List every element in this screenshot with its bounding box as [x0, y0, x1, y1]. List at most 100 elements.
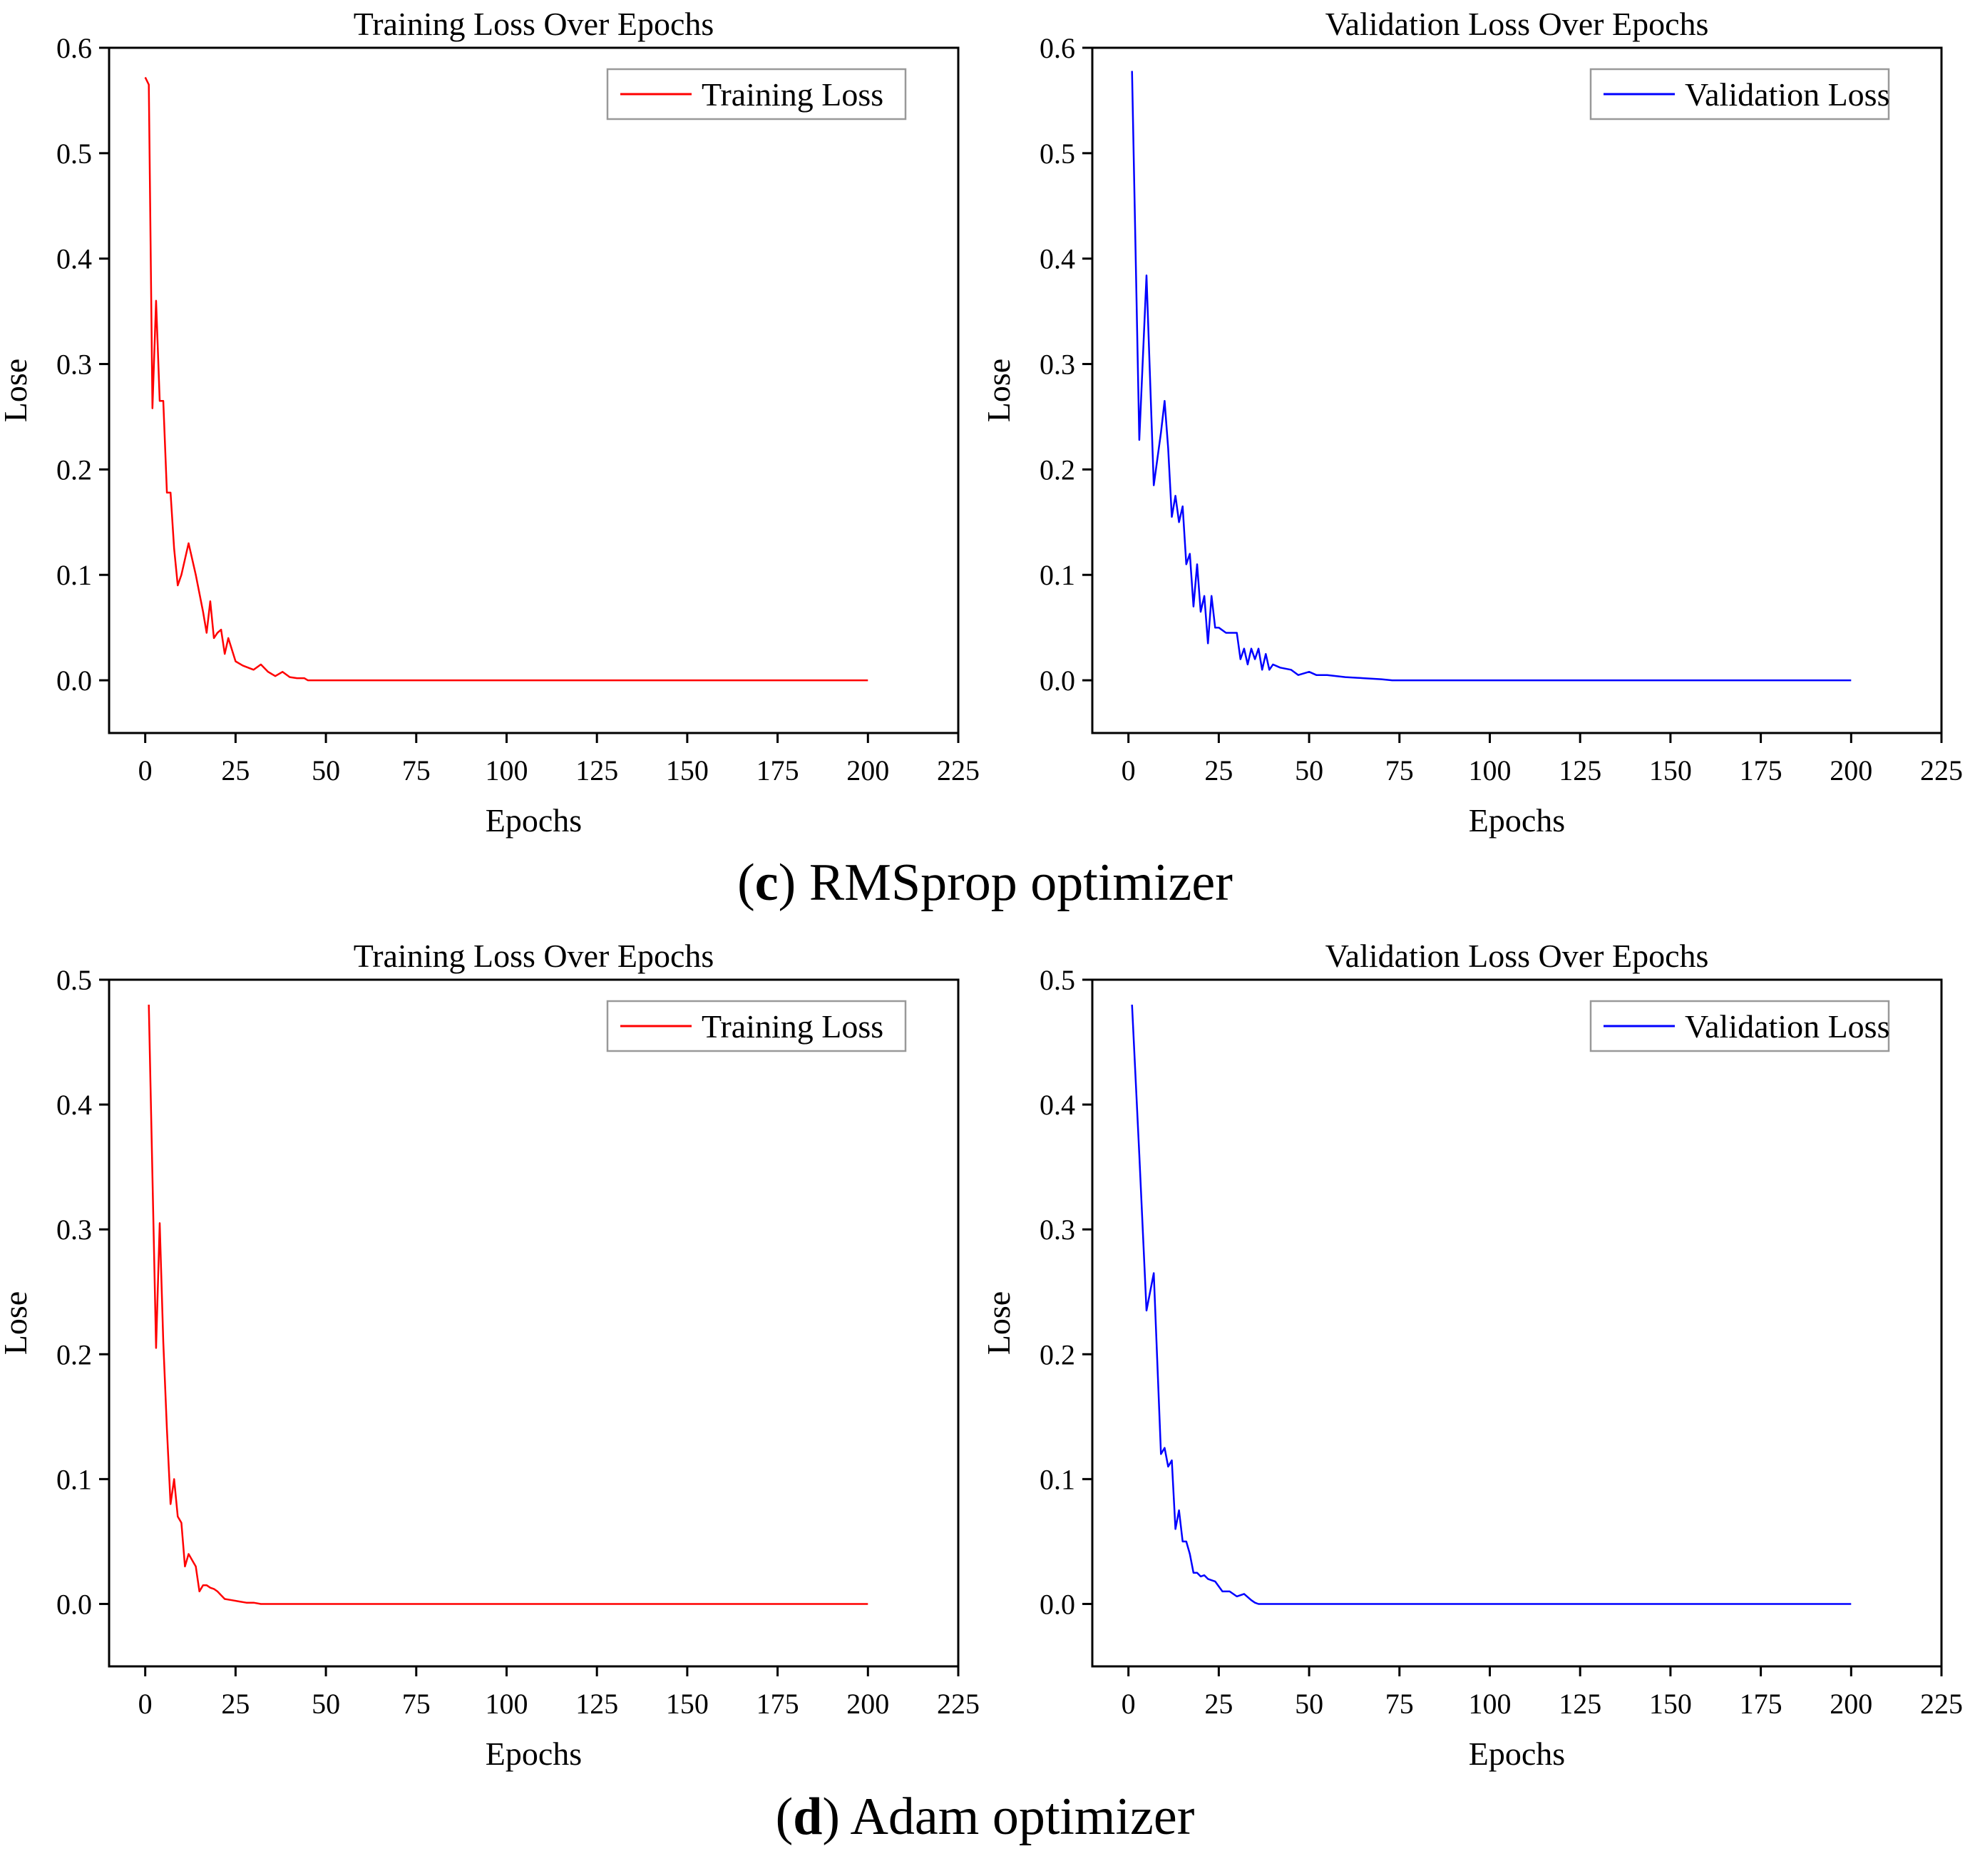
x-axis-label: Epochs — [1469, 1736, 1565, 1772]
caption-c-text: RMSprop optimizer — [809, 854, 1233, 912]
y-tick-label: 0.3 — [56, 349, 92, 381]
x-tick-label: 100 — [485, 754, 528, 786]
legend: Validation Loss — [1589, 68, 1889, 121]
x-tick-label: 175 — [1740, 754, 1782, 786]
x-tick-label: 100 — [1468, 1688, 1511, 1720]
x-tick-label: 225 — [1920, 1688, 1963, 1720]
x-tick-label: 150 — [1649, 1688, 1692, 1720]
caption-d: (d) Adam optimizer — [775, 1788, 1195, 1846]
y-tick-label: 0.2 — [1040, 1338, 1075, 1370]
x-axis-label: Epochs — [1469, 802, 1565, 839]
legend: Training Loss — [606, 68, 907, 121]
x-tick-label: 25 — [221, 1688, 250, 1720]
caption-d-text: Adam optimizer — [850, 1788, 1195, 1846]
y-tick-label: 0.2 — [56, 1338, 92, 1370]
plot-frame — [108, 978, 960, 1668]
plot-frame — [1091, 978, 1943, 1668]
y-tick-label: 0.4 — [1040, 243, 1075, 275]
legend: Training Loss — [606, 1000, 907, 1052]
chart-title: Training Loss Over Epochs — [354, 6, 714, 42]
x-tick-label: 225 — [1920, 754, 1963, 786]
x-axis-label: Epochs — [486, 1736, 582, 1772]
x-tick-label: 150 — [1649, 754, 1692, 786]
y-tick-label: 0.5 — [1040, 964, 1075, 996]
x-tick-label: 25 — [1204, 754, 1233, 786]
series-line-training-loss — [144, 76, 868, 682]
caption-c: (c) RMSprop optimizer — [737, 854, 1233, 912]
chart-panel-3: Training Loss Over Epochs 0 25 50 75 100 125 15… — [0, 938, 980, 1772]
chart-panel-2: Validation Loss Over Epochs 0 25 50 75 100 125… — [980, 6, 1963, 839]
x-tick-label: 25 — [221, 754, 250, 786]
x-tick-label: 100 — [485, 1688, 528, 1720]
y-tick-label: 0.4 — [56, 243, 92, 275]
y-tick-label: 0.1 — [56, 1463, 92, 1495]
x-tick-label: 150 — [666, 754, 709, 786]
legend-label: Training Loss — [702, 1008, 883, 1045]
x-tick-label: 125 — [1559, 754, 1601, 786]
x-tick-label: 25 — [1204, 1688, 1233, 1720]
y-tick-label: 0.2 — [1040, 453, 1075, 486]
chart-panel-4: Validation Loss Over Epochs 0 25 50 75 100 125… — [980, 938, 1963, 1772]
x-tick-label: 0 — [138, 1688, 153, 1720]
y-tick-label: 0.3 — [56, 1214, 92, 1246]
y-tick-label: 0.5 — [56, 138, 92, 170]
series-line-validation-loss — [1131, 71, 1852, 682]
x-tick-label: 100 — [1468, 754, 1511, 786]
x-tick-label: 225 — [937, 1688, 980, 1720]
x-axis-label: Epochs — [486, 802, 582, 839]
x-tick-label: 50 — [312, 754, 340, 786]
x-tick-label: 0 — [1122, 754, 1136, 786]
x-tick-label: 75 — [402, 1688, 431, 1720]
y-tick-label: 0.6 — [1040, 32, 1075, 64]
legend: Validation Loss — [1589, 1000, 1889, 1052]
legend-label: Validation Loss — [1685, 76, 1889, 113]
y-tick-label: 0.2 — [56, 453, 92, 486]
y-tick-label: 0.0 — [56, 1588, 92, 1620]
x-tick-label: 50 — [312, 1688, 340, 1720]
x-tick-label: 125 — [1559, 1688, 1601, 1720]
plot-frame — [1091, 46, 1943, 734]
x-tick-label: 200 — [1830, 1688, 1872, 1720]
x-tick-label: 50 — [1295, 754, 1323, 786]
y-tick-label: 0.0 — [1040, 1588, 1075, 1620]
series-line-validation-loss — [1131, 1004, 1852, 1605]
y-tick-label: 0.1 — [1040, 1463, 1075, 1495]
y-tick-label: 0.6 — [56, 32, 92, 64]
y-tick-label: 0.0 — [1040, 665, 1075, 697]
caption-c-letter: c — [754, 854, 779, 912]
series-line-training-loss — [148, 1004, 868, 1605]
x-tick-label: 125 — [575, 1688, 618, 1720]
x-tick-label: 0 — [138, 754, 153, 786]
legend-label: Training Loss — [702, 76, 883, 113]
x-tick-label: 0 — [1122, 1688, 1136, 1720]
chart-title: Training Loss Over Epochs — [354, 938, 714, 974]
x-tick-label: 50 — [1295, 1688, 1323, 1720]
y-axis-label: Lose — [0, 359, 34, 422]
x-tick-label: 200 — [846, 1688, 889, 1720]
y-axis-label: Lose — [0, 1291, 34, 1355]
y-tick-label: 0.3 — [1040, 349, 1075, 381]
y-tick-label: 0.1 — [1040, 559, 1075, 591]
x-tick-label: 75 — [1385, 754, 1414, 786]
x-tick-label: 200 — [846, 754, 889, 786]
chart-title: Validation Loss Over Epochs — [1325, 6, 1709, 42]
x-tick-label: 75 — [1385, 1688, 1414, 1720]
y-tick-label: 0.5 — [1040, 138, 1075, 170]
plot-frame — [108, 46, 960, 734]
chart-title: Validation Loss Over Epochs — [1325, 938, 1709, 974]
y-tick-label: 0.1 — [56, 559, 92, 591]
y-tick-label: 0.4 — [56, 1089, 92, 1121]
x-tick-label: 125 — [575, 754, 618, 786]
x-tick-label: 175 — [756, 1688, 799, 1720]
y-tick-label: 0.3 — [1040, 1214, 1075, 1246]
caption-d-letter: d — [793, 1788, 823, 1846]
x-tick-label: 175 — [1740, 1688, 1782, 1720]
x-tick-label: 75 — [402, 754, 431, 786]
x-tick-label: 175 — [756, 754, 799, 786]
y-axis-label: Lose — [980, 359, 1017, 422]
chart-panel-1: Training Loss Over Epochs 0 25 50 75 100 125 15… — [0, 6, 980, 839]
x-tick-label: 150 — [666, 1688, 709, 1720]
x-tick-label: 225 — [937, 754, 980, 786]
y-tick-label: 0.5 — [56, 964, 92, 996]
